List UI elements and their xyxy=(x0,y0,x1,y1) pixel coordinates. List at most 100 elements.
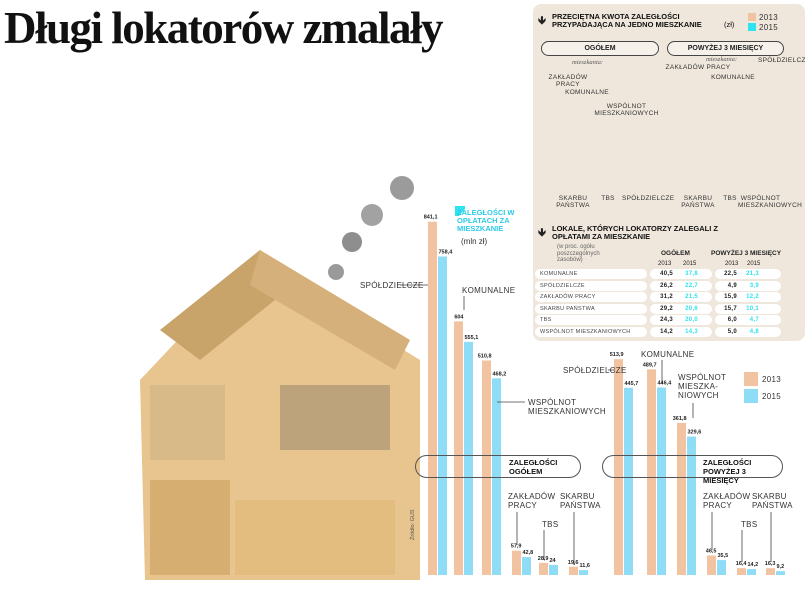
group-label: ZALEGŁOŚCI OGÓŁEM xyxy=(509,458,558,476)
table-group-header: POWYŻEJ 3 MIESIĘCY xyxy=(711,250,782,257)
table-value: 22,7 xyxy=(685,282,698,289)
data-label: 11,6 xyxy=(580,563,590,569)
table-value: 40,5 xyxy=(660,271,673,277)
bar-2013 xyxy=(569,566,578,575)
bar-2015 xyxy=(579,570,588,575)
row-label: WSPÓLNOT MIESZKANIOWYCH xyxy=(535,326,647,337)
bar-2015 xyxy=(687,436,696,575)
main-chart-unit: (mln zł) xyxy=(461,237,488,246)
bar-2015 xyxy=(464,341,473,575)
bar-2013 xyxy=(428,221,437,575)
cell-bg xyxy=(650,315,712,325)
table-value: 20,0 xyxy=(685,317,698,323)
table-value: 4,9 xyxy=(727,282,737,289)
table-value: 4,7 xyxy=(749,317,759,323)
data-label: 468,2 xyxy=(493,371,507,377)
panel-category-label: WSPÓLNOT MIESZKANIOWYCH xyxy=(738,195,803,209)
panel-category-label: WSPÓLNOT MIESZKANIOWYCH xyxy=(594,103,659,117)
cell-bg xyxy=(715,326,781,337)
main-chart-title: ZALEGŁOŚCI W OPŁATACH ZA MIESZKANIE xyxy=(457,208,515,233)
bar-2015 xyxy=(522,557,531,575)
data-label: 513,9 xyxy=(610,352,624,358)
cell-bg xyxy=(715,315,781,325)
bar-2013 xyxy=(677,423,686,575)
bar-2013 xyxy=(647,369,656,575)
data-label: 9,2 xyxy=(777,564,785,570)
source-note: Źródło: GUS xyxy=(410,509,416,540)
panel-category-label: TBS xyxy=(601,195,615,202)
banknote-bottom xyxy=(235,500,395,575)
data-label: 489,7 xyxy=(643,362,657,368)
legend-swatch-2013 xyxy=(744,372,758,386)
coin-icon xyxy=(342,232,362,252)
data-label: 28,9 xyxy=(538,556,549,562)
table-value: 15,7 xyxy=(724,305,737,312)
table-value: 6,0 xyxy=(727,317,737,323)
data-label: 16,3 xyxy=(765,561,776,567)
row-label: ZAKŁADÓW PRACY xyxy=(535,292,647,302)
category-label: TBS xyxy=(741,520,758,529)
cell-bg xyxy=(650,280,712,291)
bar-2013 xyxy=(766,568,775,575)
data-label: 510,8 xyxy=(478,353,492,359)
table-value: 26,2 xyxy=(660,282,673,289)
data-label: 329,6 xyxy=(688,430,702,436)
panel-subtitle: mieszkania: xyxy=(706,56,738,63)
table-value: 21,5 xyxy=(685,294,698,300)
table-note: (w proc. ogółu poszczególnych zasobów) xyxy=(557,244,600,263)
bar-2013 xyxy=(737,568,746,575)
table-value: 14,3 xyxy=(685,328,698,335)
table-value: 29,2 xyxy=(660,305,673,312)
banknote-left xyxy=(150,385,225,460)
table-value: 10,1 xyxy=(746,305,759,312)
bar-2015 xyxy=(492,378,501,575)
table-value: 20,6 xyxy=(685,305,698,312)
data-label: 361,8 xyxy=(673,416,687,422)
legend-label: 2015 xyxy=(762,392,781,401)
group-label: ZALEGŁOŚCI POWYŻEJ 3 MIESIĘCY xyxy=(703,458,752,485)
table-year: 2013 xyxy=(658,261,672,267)
cell-bg xyxy=(715,280,781,291)
table-value: 37,8 xyxy=(685,271,698,277)
bar-2015 xyxy=(747,569,756,575)
panel-category-label: KOMUNALNE xyxy=(711,74,755,81)
bar-2015 xyxy=(657,387,666,575)
banknote-bottom-left xyxy=(150,480,230,575)
coin-icon xyxy=(328,264,344,280)
category-label: WSPÓLNOT MIESZKA-NIOWYCH xyxy=(678,373,727,400)
data-label: 841,1 xyxy=(424,215,438,221)
panel-pill-powyzej: POWYŻEJ 3 MIESIĘCY xyxy=(667,41,784,56)
table-value: 14,2 xyxy=(660,328,673,335)
legend-label: 2013 xyxy=(759,13,778,22)
bar-2015 xyxy=(549,564,558,575)
panel-category-label: SKARBU PAŃSTWA xyxy=(556,195,590,209)
cell-bg xyxy=(650,269,712,279)
table-value: 15,9 xyxy=(724,294,737,300)
bar-2013 xyxy=(539,562,548,575)
category-label: TBS xyxy=(542,520,559,529)
table-value: 22,5 xyxy=(724,271,737,277)
panel-category-label: SPÓŁDZIELCZE xyxy=(758,57,805,64)
category-label: WSPÓLNOT MIESZKANIOWYCH xyxy=(528,398,606,416)
group-pill-ogolem xyxy=(415,455,581,478)
page-title: Długi lokatorów zmalały xyxy=(4,3,443,53)
row-label: SKARBU PAŃSTWA xyxy=(535,303,647,314)
cell-bg xyxy=(715,269,781,279)
table-year: 2013 xyxy=(725,261,739,267)
table-value: 3,9 xyxy=(749,282,759,289)
coin-icon xyxy=(390,176,414,200)
panel-category-label: SPÓŁDZIELCZE xyxy=(622,195,675,202)
panel-pill-ogolem: OGÓŁEM xyxy=(541,41,659,56)
arrow-down-icon: 🡻 xyxy=(538,227,546,239)
data-label: 446,4 xyxy=(658,381,673,387)
category-label: KOMUNALNE xyxy=(641,350,695,359)
data-label: 42,8 xyxy=(523,550,534,556)
table-year: 2015 xyxy=(683,261,697,267)
bar-2013 xyxy=(512,550,521,575)
bar-2013 xyxy=(707,555,716,575)
data-label: 57,9 xyxy=(511,544,522,550)
table-value: 24,3 xyxy=(660,317,673,323)
cell-bg xyxy=(650,326,712,337)
banknote-roof-right xyxy=(250,250,410,370)
